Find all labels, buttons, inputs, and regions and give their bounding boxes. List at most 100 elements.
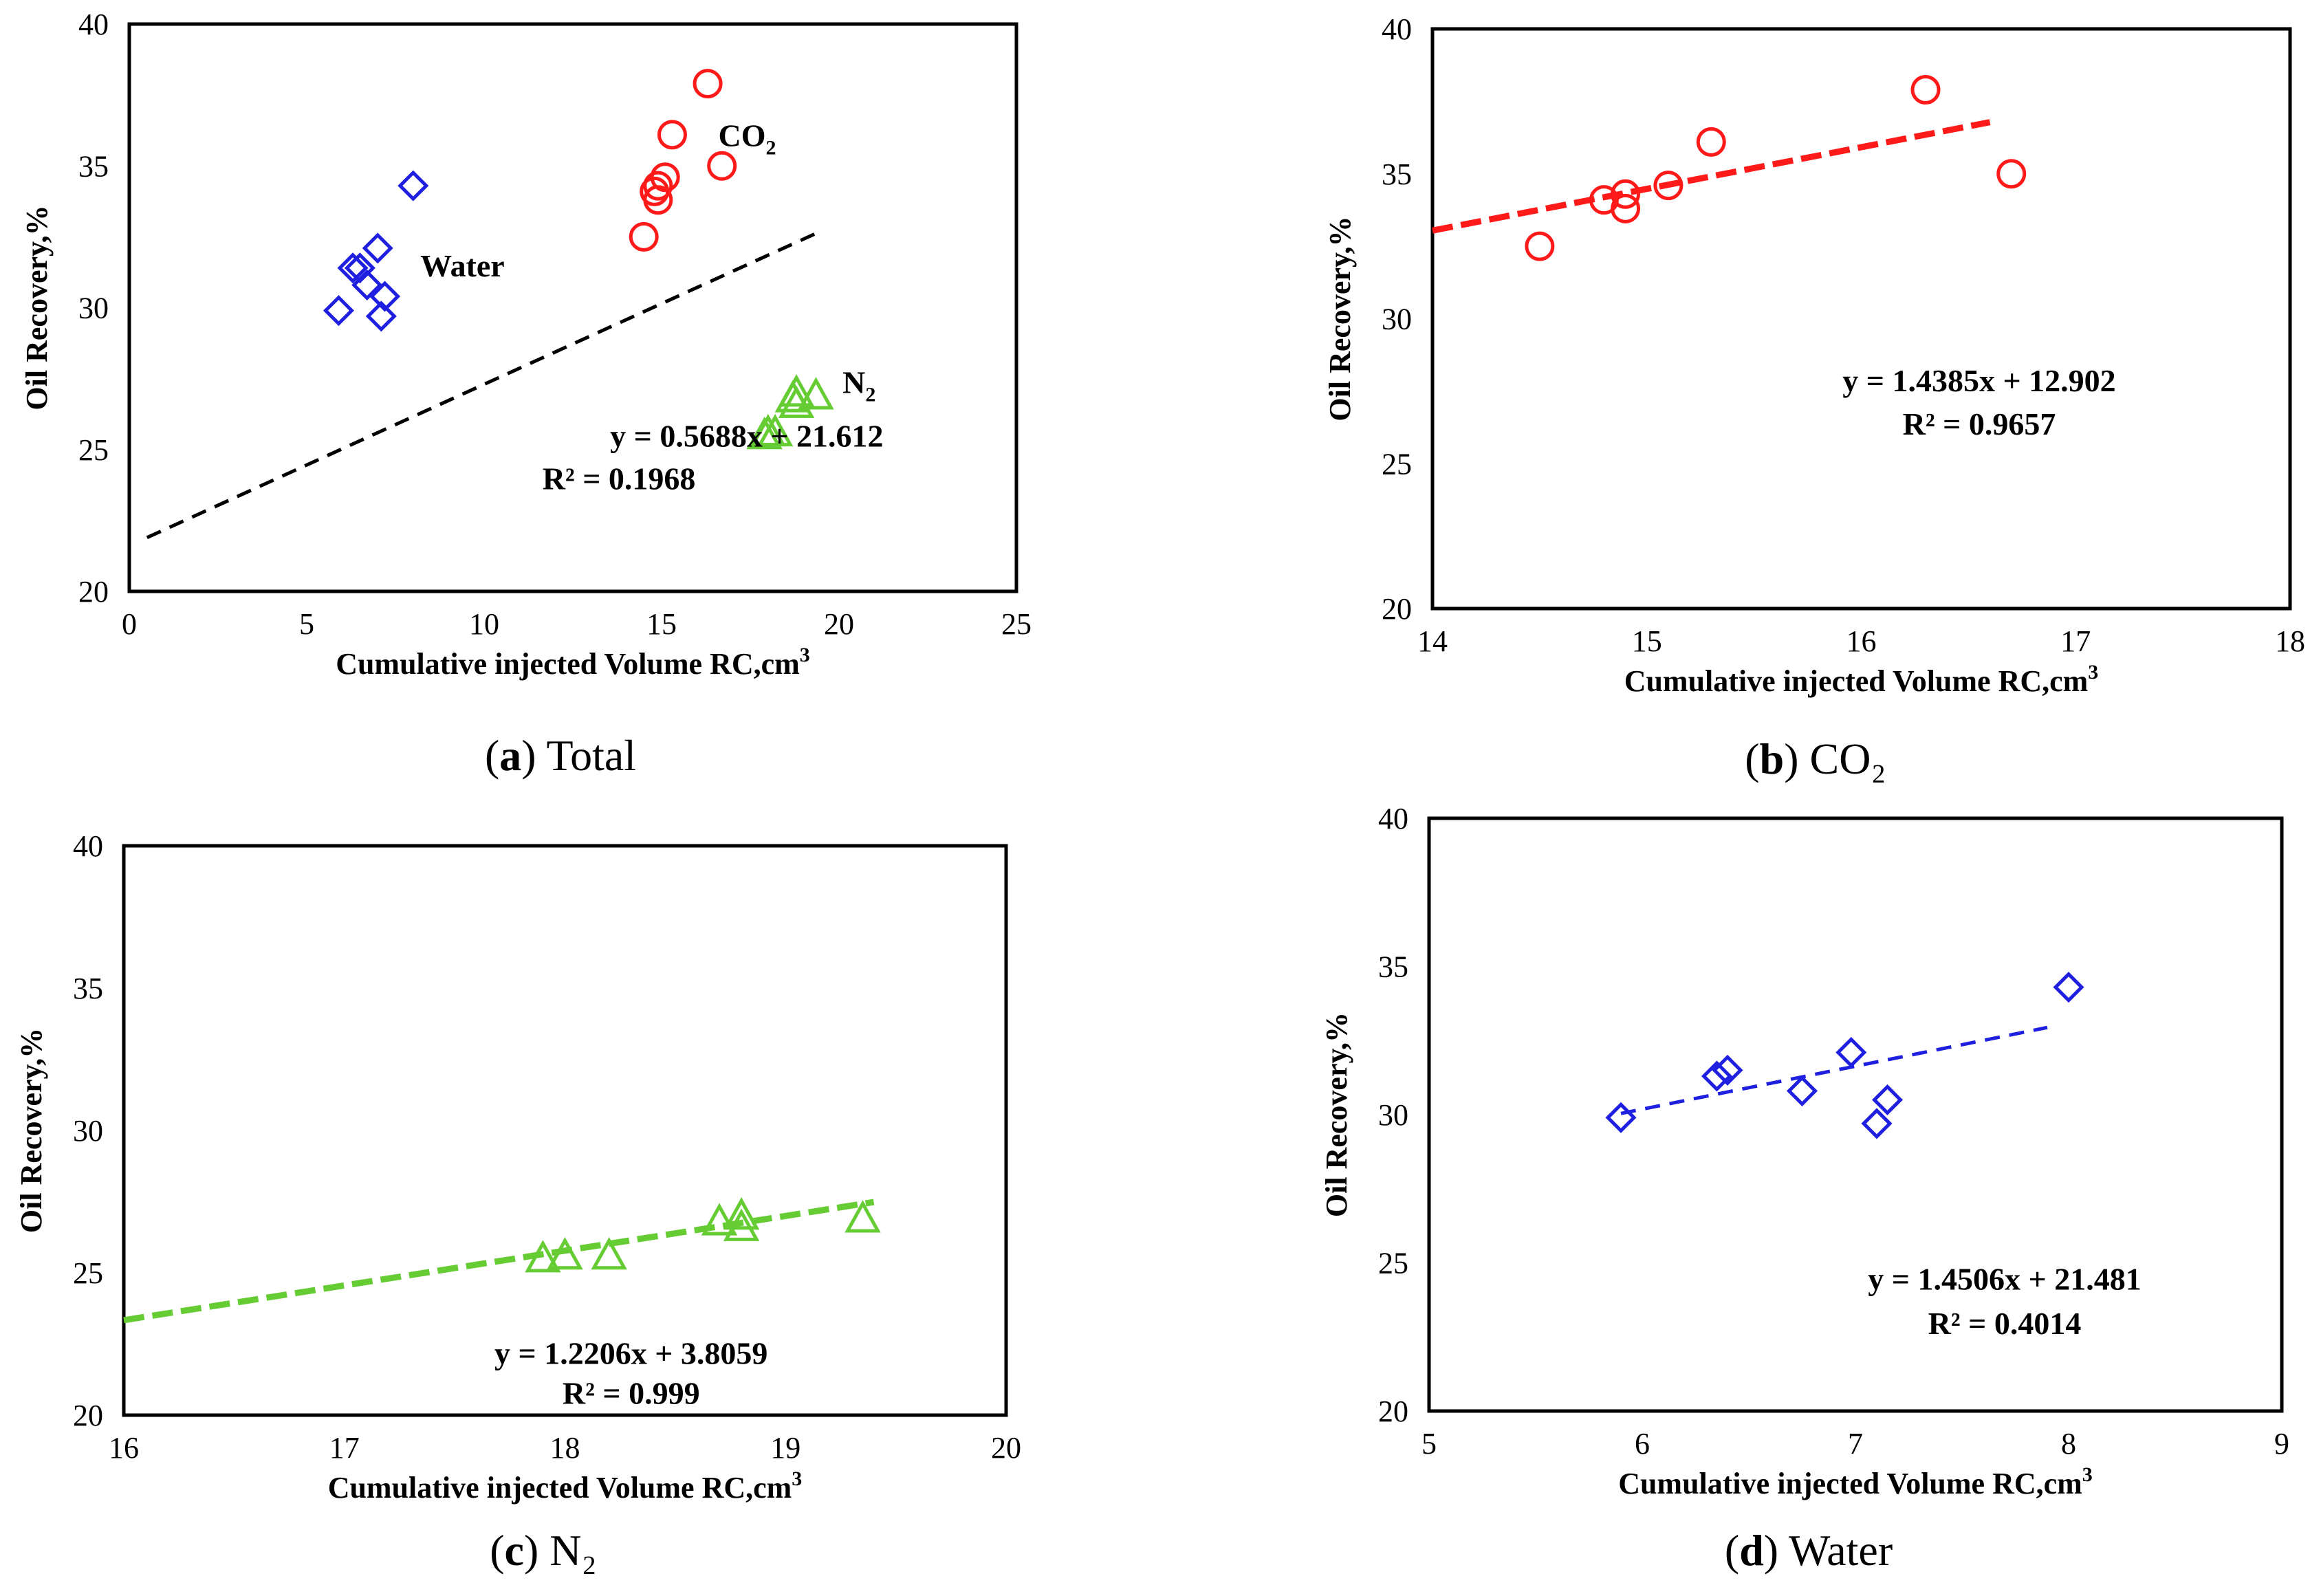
data-point [2053,972,2084,1003]
series-label: Water [420,248,505,283]
series-label: N2 [842,364,875,406]
data-point [643,171,673,201]
panel-co2: 14 15 16 17 18 20 25 30 35 40 Cumulative injected … [1323,12,2305,783]
data-point [1696,127,1726,157]
y-axis-label: Oil Recovery,% [1323,216,1357,421]
data-point [693,69,723,99]
series-n [746,374,834,450]
x-tick-label: 16 [1846,624,1877,658]
y-tick-label: 35 [73,972,103,1005]
x-tick-label: 0 [122,607,137,641]
panel-caption: (b) CO₂ [1745,734,1886,783]
r-squared: R² = 0.9657 [1903,406,2056,441]
x-tick-label: 5 [299,607,314,641]
data-point [1786,1075,1818,1107]
y-axis-label: Oil Recovery,% [14,1028,48,1233]
data-point [369,281,401,312]
y-tick-label: 35 [1378,950,1408,984]
data-point [845,1200,881,1233]
x-axis-label: Cumulative injected Volume RC,cm3 [1618,1463,2093,1500]
x-tick-label: 25 [1001,607,1032,641]
trendline-equation: y = 0.5688x + 21.612 [610,419,883,454]
y-tick-label: 30 [78,292,109,325]
y-tick-label: 30 [1378,1098,1408,1132]
series-water [1605,972,2084,1139]
x-tick-label: 15 [1632,624,1662,658]
y-tick-label: 30 [73,1114,103,1148]
x-axis-label: Cumulative injected Volume RC,cm3 [328,1467,803,1505]
x-tick-label: 8 [2061,1427,2076,1461]
x-tick-label: 18 [550,1431,580,1465]
trendline [1432,119,1991,234]
data-point [323,295,354,327]
y-tick-label: 20 [1382,592,1412,626]
y-tick-label: 25 [78,433,109,467]
x-tick-label: 15 [646,607,677,641]
plot-area [1430,27,2292,611]
data-point [1835,1036,1867,1069]
data-point [351,269,383,301]
data-point [362,232,393,264]
y-tick-label: 25 [73,1256,103,1290]
data-point [1611,179,1641,209]
series-water [323,170,429,332]
data-point [723,1208,760,1241]
x-tick-label: 7 [1848,1427,1863,1461]
panel-caption: (d) Water [1725,1526,1893,1575]
r-squared: R² = 0.1968 [543,461,696,496]
panel-caption: (a) Total [485,731,636,780]
panel-caption: (c) N₂ [490,1526,597,1575]
data-point [1861,1108,1893,1139]
data-point [1525,231,1555,261]
y-tick-label: 35 [1382,157,1412,191]
data-point [650,162,680,193]
x-tick-label: 16 [109,1431,139,1465]
y-tick-label: 30 [1382,303,1412,336]
data-point [756,413,794,447]
data-point [707,151,737,181]
series-co2 [1525,75,2027,261]
trendline-equation: y = 1.2206x + 3.8059 [494,1335,767,1370]
plot-area [122,844,1008,1417]
series-co [629,69,737,252]
data-point [397,170,429,201]
data-point [525,1240,561,1273]
data-point [723,1197,760,1230]
x-axis-label: Cumulative injected Volume RC,cm3 [336,644,810,681]
data-point [629,221,659,252]
r-squared: R² = 0.4014 [1928,1306,2082,1341]
series-label: CO2 [719,118,776,159]
data-point [1605,1102,1637,1133]
y-tick-label: 25 [1382,447,1412,481]
y-tick-label: 40 [1378,802,1408,835]
x-tick-label: 18 [2275,624,2305,658]
trendline [123,1199,875,1324]
data-point [1910,75,1941,105]
data-point [701,1203,738,1236]
y-axis-label: Oil Recovery,% [20,205,54,410]
plot-area [1427,816,2284,1413]
x-tick-label: 17 [2060,624,2091,658]
data-point [1611,193,1641,223]
data-point [778,374,815,407]
panel-n2: 16 17 18 19 20 20 25 30 35 40 Cumulative injected … [14,829,1021,1575]
panel-total: 0 5 10 15 20 25 20 25 30 35 40 Cumulative injected … [20,8,1032,780]
panel-water: 5 6 7 8 9 20 25 30 35 40 Cumulative injected Volum… [1320,802,2289,1575]
x-axis-label: Cumulative injected Volume RC,cm3 [1624,661,2099,698]
x-tick-label: 19 [770,1431,800,1465]
data-point [1712,1054,1743,1086]
x-tick-label: 20 [991,1431,1021,1465]
r-squared: R² = 0.999 [563,1375,700,1410]
data-point [1871,1084,1904,1115]
trendline-equation: y = 1.4385x + 12.902 [1842,363,2115,398]
trendline [1620,1025,2048,1115]
data-point [547,1237,583,1270]
x-tick-label: 10 [469,607,499,641]
x-tick-label: 6 [1635,1427,1650,1461]
data-point [1653,171,1683,201]
data-point [337,252,369,284]
trendline-equation: y = 1.4506x + 21.481 [1868,1261,2141,1296]
data-point [798,377,834,410]
y-tick-label: 20 [1378,1395,1408,1428]
